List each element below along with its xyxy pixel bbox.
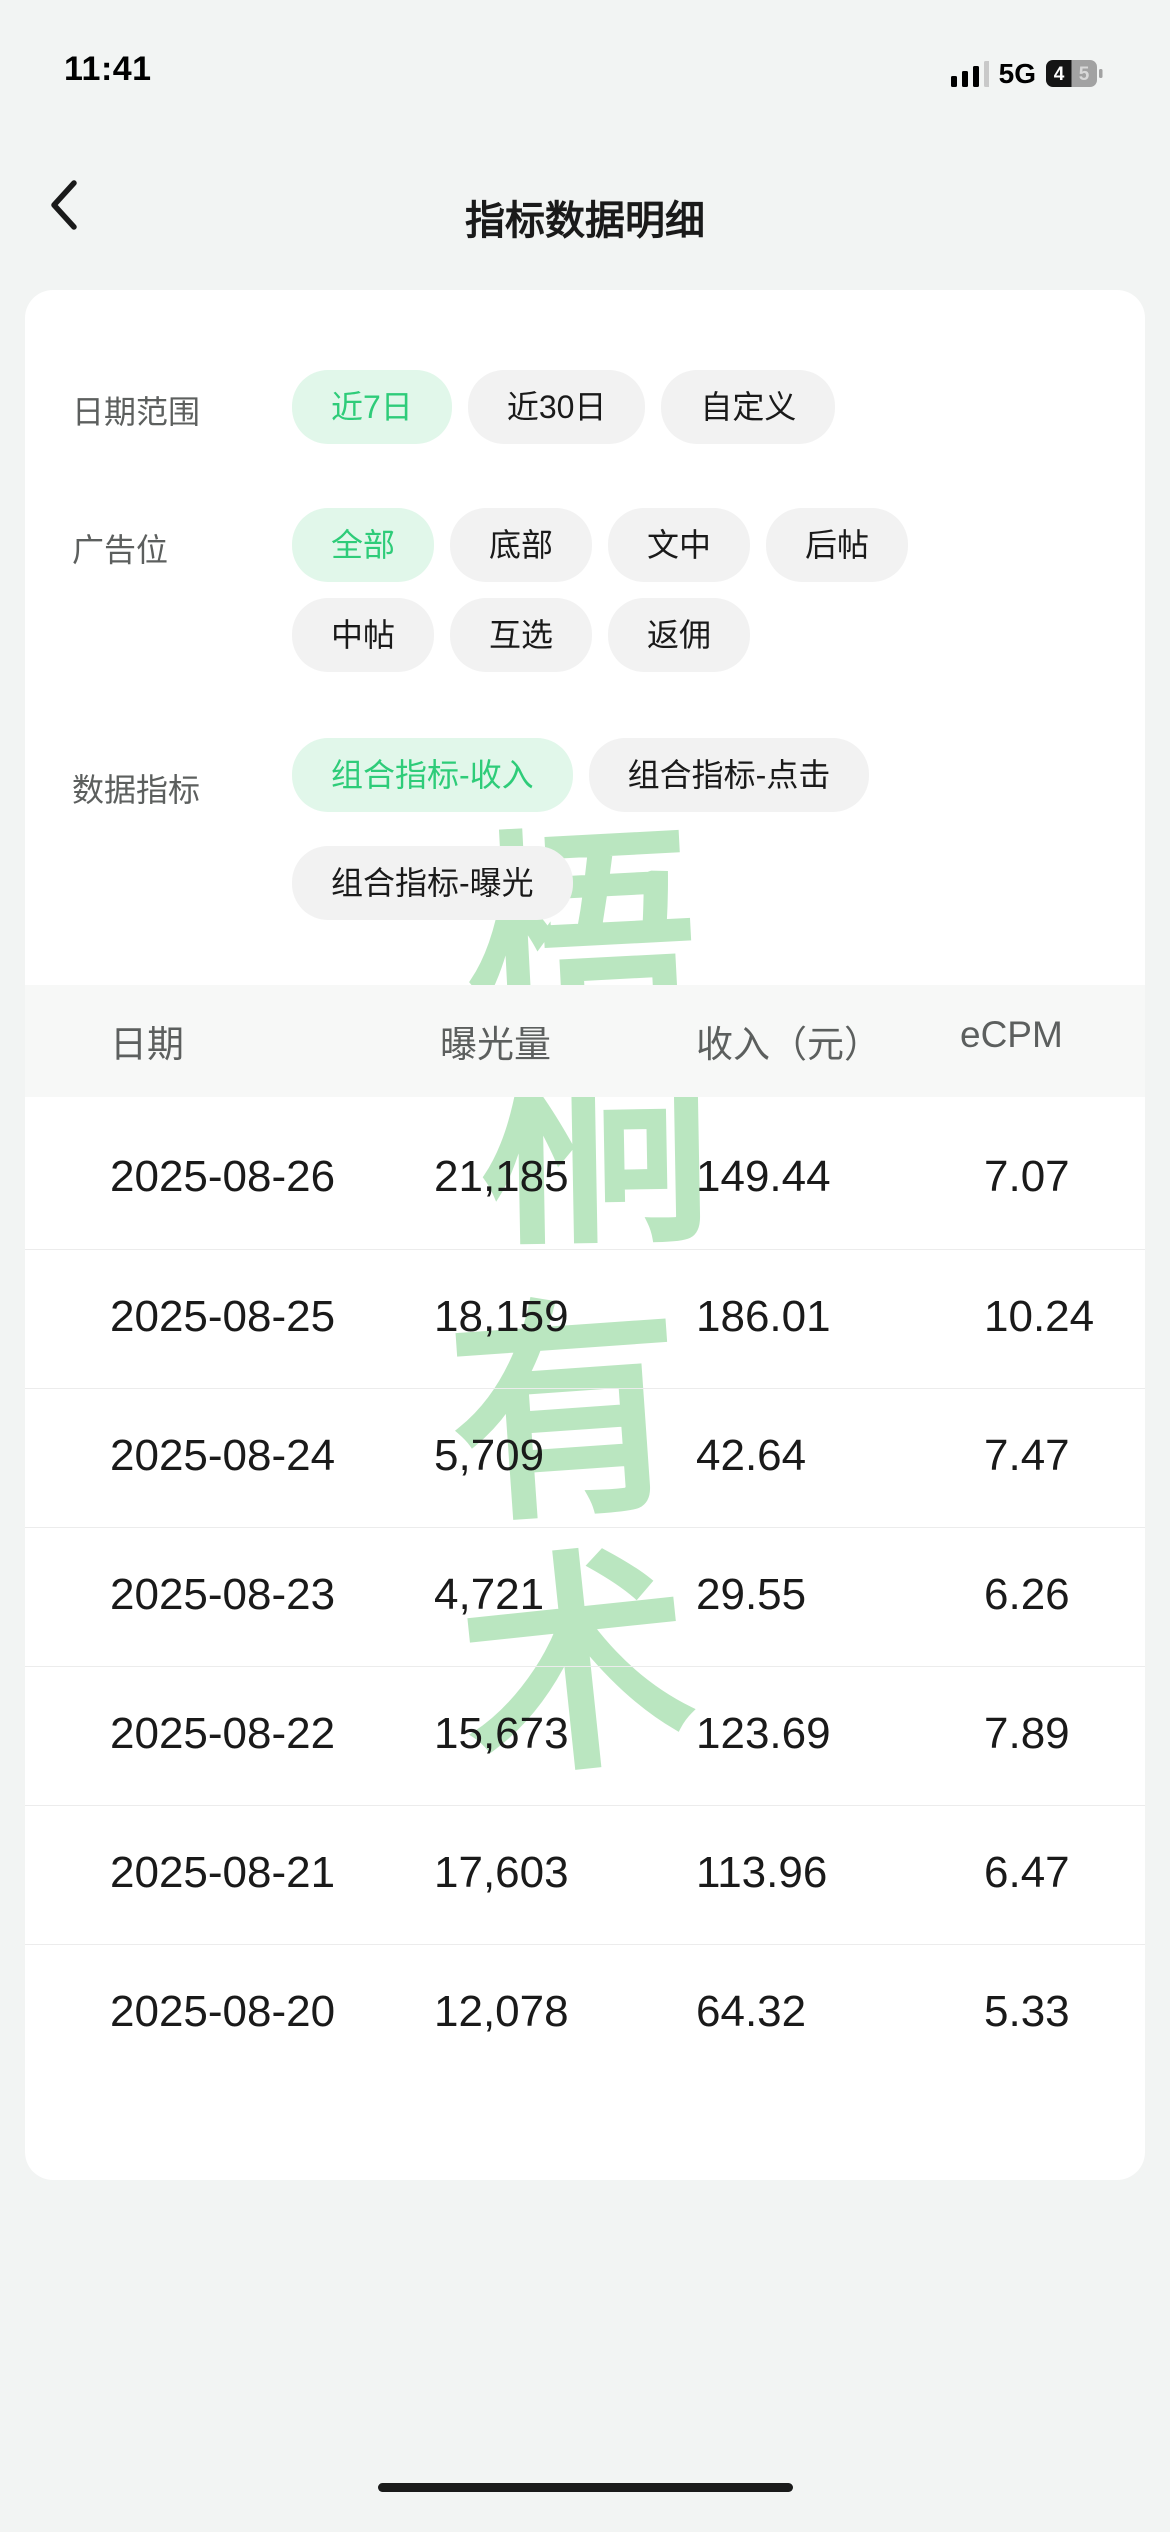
svg-text:5: 5 bbox=[1079, 64, 1090, 85]
svg-text:4: 4 bbox=[1054, 64, 1065, 85]
